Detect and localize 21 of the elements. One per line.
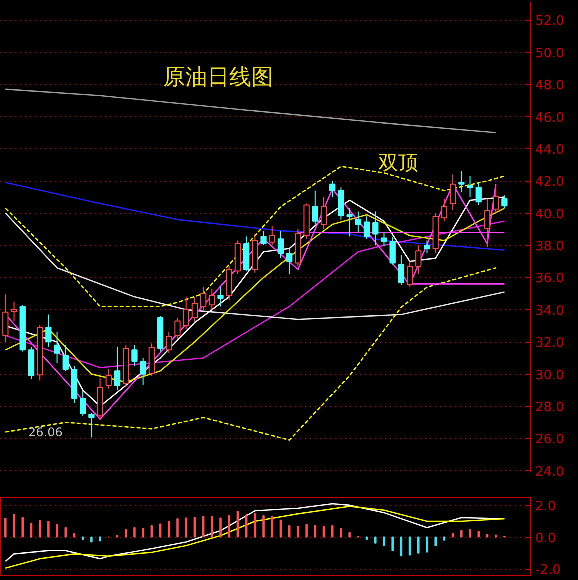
y-tick-label: 38.0 [536,240,564,255]
y-tick-label: 30.0 [536,368,564,384]
y-tick-label: 26.0 [536,432,564,448]
y-tick-label: 34.0 [536,304,564,319]
y-tick-label: 24.0 [536,464,564,480]
y-tick-label: 2.0 [536,499,556,514]
y-tick-label: 42.0 [536,175,564,190]
y-tick-label: -2.0 [536,563,561,578]
y-tick-label: 28.0 [536,400,564,416]
y-tick-label: 40.0 [536,207,564,222]
text: 原油日线图 [164,66,274,90]
y-tick-label: 0.0 [536,531,556,546]
y-tick-label: 48.0 [536,78,564,94]
y-tick-label: 46.0 [536,110,564,126]
y-tick-label: 32.0 [536,336,564,352]
annotation: 双顶 [378,150,418,174]
y-tick-label: 36.0 [536,272,564,287]
y-tick-label: 52.0 [536,14,564,30]
annotation: 26.06 [28,426,63,440]
y-tick-label: 44.0 [536,142,564,158]
y-tick-label: 50.0 [536,46,564,62]
